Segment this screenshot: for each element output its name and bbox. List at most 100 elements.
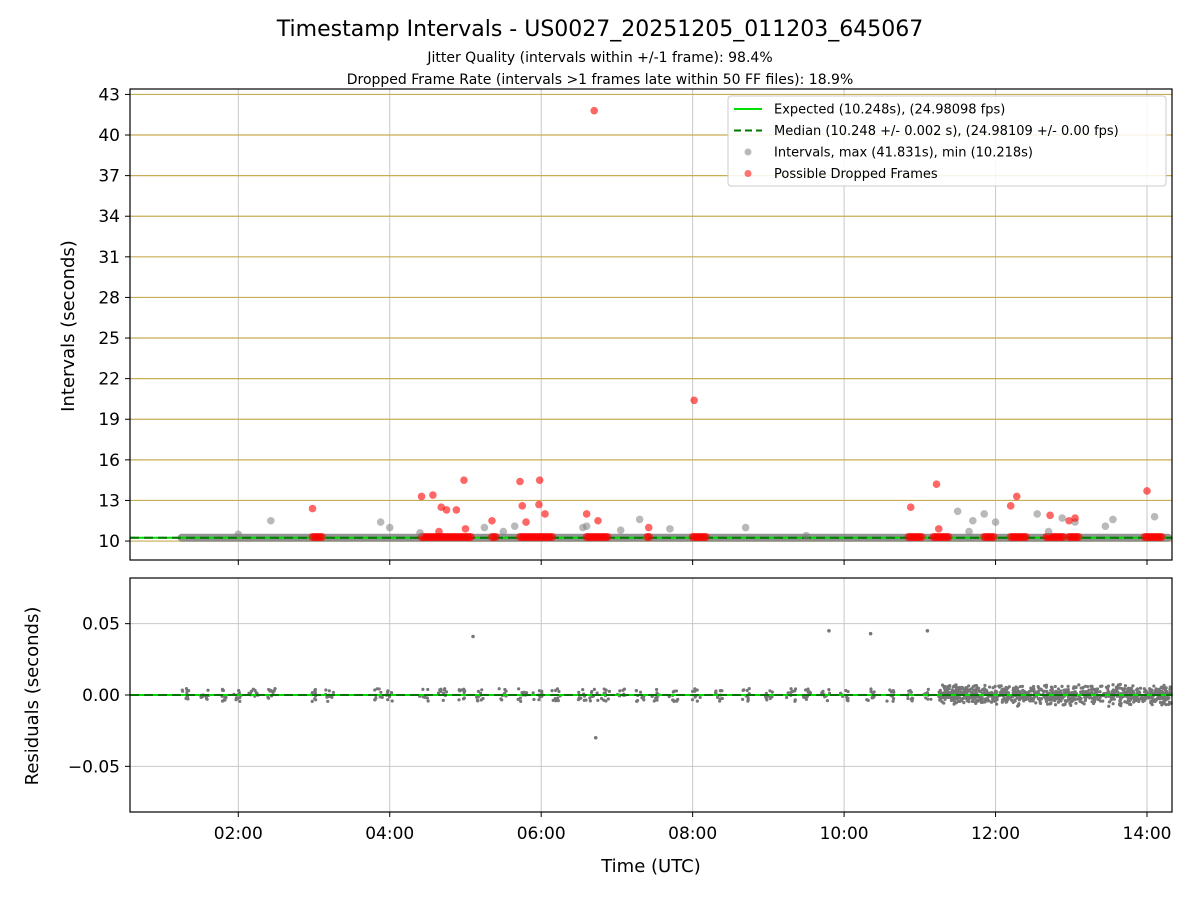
y-tick-label: 28: [98, 288, 120, 308]
dropped-frame-point: [934, 525, 943, 533]
residual-point: [945, 689, 949, 693]
residual-point: [997, 685, 1002, 689]
interval-point: [635, 515, 644, 524]
residual-point: [827, 688, 831, 692]
residual-point: [974, 683, 978, 688]
residual-point: [1087, 688, 1091, 692]
dropped-frame-point: [603, 532, 612, 541]
residual-point: [638, 690, 643, 694]
residual-point: [1131, 689, 1135, 693]
residual-point: [599, 696, 604, 701]
residual-point: [1090, 687, 1094, 692]
residual-point: [745, 688, 749, 693]
dropped-frame-point: [590, 106, 599, 115]
residual-point: [1036, 685, 1040, 689]
dropped-frame-point: [1157, 532, 1166, 541]
plot-frame: [129, 577, 1173, 813]
residual-point: [926, 687, 930, 691]
residual-point: [838, 691, 843, 695]
residual-point: [765, 698, 769, 702]
residual-point: [1006, 697, 1010, 702]
residual-point: [1002, 698, 1006, 702]
chart-subtitle-dropped: Dropped Frame Rate (intervals >1 frames …: [347, 72, 854, 88]
residual-point: [206, 688, 210, 692]
residual-point: [1016, 689, 1020, 693]
residual-point: [1053, 696, 1057, 701]
residual-point: [576, 698, 581, 702]
dropped-frame-point: [944, 532, 953, 541]
interval-point: [499, 527, 508, 536]
residual-point: [1118, 696, 1122, 700]
residual-point: [1128, 689, 1133, 693]
residual-point: [1121, 688, 1125, 692]
residual-point: [1116, 685, 1120, 689]
residual-point: [310, 699, 314, 703]
residual-point: [622, 687, 627, 691]
residual-point: [1043, 689, 1047, 693]
dropped-frame-point: [488, 516, 496, 525]
y-tick-label: 16: [98, 451, 120, 471]
interval-point: [267, 516, 275, 525]
residual-point: [421, 687, 425, 691]
interval-point: [616, 526, 625, 535]
residual-point: [1111, 702, 1115, 706]
residual-point: [715, 695, 720, 700]
residual-point: [266, 695, 270, 699]
x-axis-label: Time (UTC): [600, 856, 701, 877]
residual-point: [964, 686, 968, 690]
residual-point: [1111, 683, 1115, 687]
interval-point: [582, 522, 591, 530]
residual-point: [223, 696, 227, 700]
residual-point: [891, 697, 896, 701]
residual-point: [952, 699, 957, 703]
dropped-frame-point: [460, 476, 468, 484]
residual-point: [1107, 704, 1111, 708]
residual-point: [1013, 699, 1017, 703]
dropped-frame-point: [516, 477, 524, 486]
dropped-frame-point: [518, 502, 527, 510]
residual-point: [950, 688, 954, 692]
residual-point: [480, 688, 484, 692]
residual-point: [1067, 697, 1071, 701]
residual-point: [1094, 690, 1098, 694]
residual-point: [1056, 687, 1061, 691]
residual-point: [187, 688, 191, 693]
residual-point: [556, 699, 560, 703]
residual-point: [967, 689, 971, 693]
x-tick-label: 08:00: [668, 824, 717, 844]
residual-point: [690, 698, 695, 702]
residual-point: [1076, 697, 1080, 701]
residual-point: [1050, 695, 1054, 699]
residual-point: [590, 689, 594, 694]
residual-point: [1131, 684, 1135, 688]
residual-point: [1101, 699, 1105, 703]
residual-point: [1158, 700, 1163, 705]
residual-point: [1100, 684, 1104, 688]
residual-point: [1118, 699, 1122, 703]
residual-point: [1006, 691, 1011, 695]
residual-point: [1079, 690, 1083, 694]
residual-point: [1051, 698, 1055, 702]
legend: Expected (10.248s), (24.98098 fps) Median…: [727, 95, 1167, 187]
residual-point: [1138, 691, 1142, 695]
residual-point: [426, 687, 430, 692]
residual-point: [596, 698, 600, 702]
residual-point: [379, 690, 383, 694]
residual-point: [655, 691, 659, 695]
dropped-frame-point: [442, 506, 451, 514]
residual-point: [951, 695, 955, 699]
residual-point: [1021, 697, 1026, 701]
residual-point: [967, 696, 971, 700]
interval-point: [953, 507, 962, 516]
residual-point: [1157, 697, 1162, 701]
residual-outlier: [868, 631, 873, 636]
residual-point: [672, 689, 676, 693]
chart-subtitle-jitter: Jitter Quality (intervals within +/-1 fr…: [426, 50, 772, 66]
residual-point: [789, 687, 793, 691]
residual-point: [672, 699, 676, 703]
dropped-frame-point: [1012, 492, 1021, 501]
dropped-frame-point: [435, 527, 443, 536]
x-tick-label: 10:00: [820, 824, 869, 844]
residual-point: [951, 691, 955, 695]
